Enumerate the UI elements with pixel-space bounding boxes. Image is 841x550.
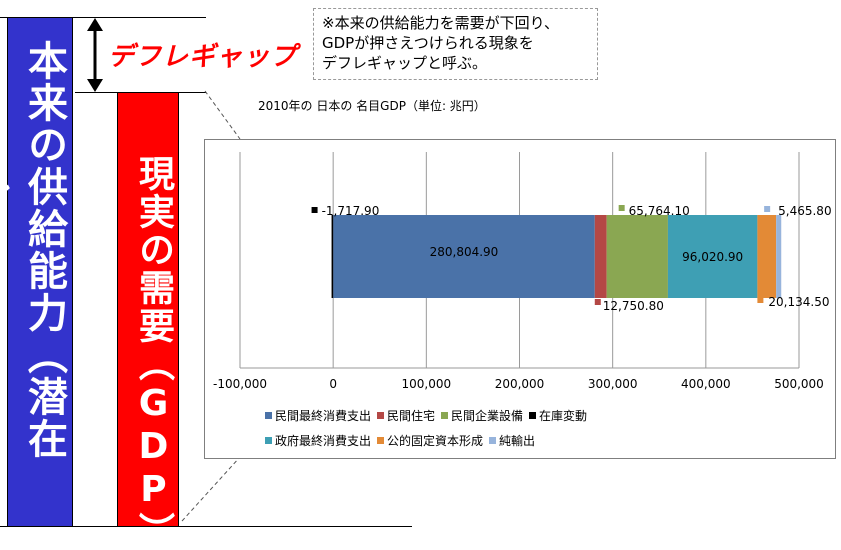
legend-label: 公的固定資本形成 [387,434,484,448]
legend-item: 民間最終消費支出 [265,407,371,424]
data-label: 12,750.80 [603,299,664,313]
data-label: -1,717.90 [322,204,380,218]
legend-label: 民間住宅 [387,409,436,423]
legend-swatch [265,437,272,444]
actual-demand-bar [117,92,179,527]
label-marker [757,297,764,303]
data-label: 65,764.10 [629,204,690,218]
data-label: 20,134.50 [768,295,829,309]
legend-item: 在庫変動 [529,407,587,424]
bar-segment [757,215,777,298]
bar-segment [606,215,668,298]
data-label: 280,804.90 [430,245,499,259]
legend-row-1: 民間最終消費支出 民間住宅 民間企業設備 在庫変動 [265,407,593,424]
gdp-stacked-bar-chart: -100,000 0 100,000 200,000 300,000 400,000 500… [213,152,832,391]
bottom-guide-line [0,526,412,527]
label-marker [594,299,601,305]
legend-item: 民間企業設備 [441,407,523,424]
chart-frame: -100,000 0 100,000 200,000 300,000 400,000 500… [204,139,836,459]
x-tick-label: 300,000 [588,377,638,391]
bar-segment [776,215,782,298]
legend-swatch [441,412,449,419]
legend-swatch [377,412,385,419]
note-box: ※本来の供給能力を需要が下回り、 GDPが押さえつけられる現象を デフレギャップ… [313,8,598,80]
x-tick-label: 200,000 [495,377,545,391]
x-tick-label: 0 [329,377,337,391]
bar-segment [333,215,595,298]
label-marker [311,207,318,213]
legend-swatch [377,437,385,444]
legend-swatch [265,412,272,419]
potential-gdp-label: 本来の供給能力（潜在GDP） [0,40,67,460]
bar-segment [331,215,334,298]
label-marker [618,205,625,211]
legend-label: 民間企業設備 [451,409,524,423]
deflation-gap-label: デフレギャップ [108,42,298,72]
x-tick-label: -100,000 [213,377,267,391]
legend-label: 純輸出 [499,434,536,448]
legend-item: 民間住宅 [377,407,435,424]
chart-title: 2010年の 日本の 名目GDP（単位: 兆円） [258,99,486,113]
x-tick-label: 400,000 [681,377,731,391]
legend-label: 民間最終消費支出 [275,409,372,423]
legend-item: 公的固定資本形成 [377,432,483,449]
bar-segment [594,215,607,298]
actual-demand-label: 現実の需要（GDP） [133,155,174,550]
bar-segment [667,215,758,298]
connector-lines [181,90,241,522]
potential-gdp-bar [7,17,73,527]
legend-label: 在庫変動 [539,409,588,423]
label-marker [764,206,771,212]
legend-swatch [529,412,537,419]
top-guide-line [0,17,206,18]
legend-row-2: 政府最終消費支出 公的固定資本形成 純輸出 [265,432,541,449]
legend-item: 純輸出 [489,432,535,449]
legend-item: 政府最終消費支出 [265,432,371,449]
gap-arrow-icon [87,18,103,92]
x-tick-label: 100,000 [402,377,452,391]
data-label: 96,020.90 [682,250,743,264]
legend-label: 政府最終消費支出 [275,434,372,448]
data-label: 5,465.80 [778,204,831,218]
x-tick-label: 500,000 [774,377,824,391]
legend-swatch [489,437,497,444]
